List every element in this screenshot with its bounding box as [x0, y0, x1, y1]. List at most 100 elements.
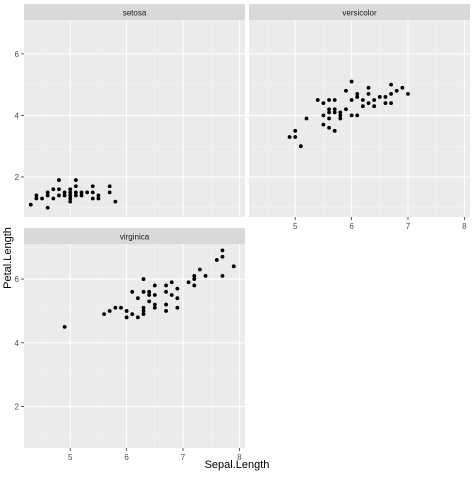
data-point: [102, 312, 106, 317]
data-point: [73, 193, 78, 198]
x-tick-label: 6: [124, 453, 129, 462]
data-point: [34, 196, 39, 201]
data-point: [147, 289, 152, 294]
data-point: [85, 190, 90, 195]
x-tick-label: 5: [293, 222, 298, 231]
facet-panel-virginica: virginica 2 4 6 5 6 7 8: [15, 228, 245, 462]
data-point: [73, 184, 78, 189]
data-point: [321, 101, 326, 106]
data-point: [327, 116, 331, 121]
y-axis-title: Petal.Length: [2, 227, 14, 289]
data-point: [96, 193, 101, 198]
data-point: [293, 128, 298, 133]
data-point: [372, 98, 377, 102]
facet-strip: [249, 4, 470, 20]
data-point: [141, 289, 146, 294]
facet-strip-label: virginica: [120, 233, 150, 242]
data-point: [45, 193, 50, 198]
data-point: [152, 305, 157, 310]
panel-background: [249, 20, 470, 217]
facet-strip: [24, 4, 245, 20]
data-point: [169, 280, 174, 285]
data-point: [360, 104, 365, 109]
data-point: [169, 293, 174, 297]
data-point: [51, 196, 56, 201]
data-point: [164, 283, 168, 288]
data-point: [147, 299, 152, 304]
data-point: [332, 107, 337, 112]
data-point: [141, 309, 146, 313]
data-point: [51, 187, 56, 192]
facet-strip-label: setosa: [123, 9, 147, 18]
y-tick-label: 4: [15, 339, 20, 348]
data-point: [107, 184, 112, 189]
data-point: [203, 273, 208, 278]
data-point: [214, 258, 219, 262]
data-point: [62, 193, 67, 198]
data-point: [135, 296, 140, 301]
facet-strip-label: versicolor: [342, 9, 377, 18]
data-point: [366, 101, 371, 106]
data-point: [355, 113, 360, 118]
data-point: [293, 135, 298, 139]
data-point: [68, 193, 73, 198]
data-point: [90, 184, 95, 189]
data-point: [332, 128, 337, 133]
data-point: [192, 283, 197, 288]
data-point: [175, 286, 180, 291]
data-point: [389, 82, 393, 87]
data-point: [90, 190, 95, 195]
data-point: [406, 91, 410, 96]
data-point: [141, 305, 146, 310]
x-tick-label: 8: [462, 222, 467, 231]
x-tick-label: 8: [237, 453, 242, 462]
data-point: [141, 312, 146, 317]
data-point: [349, 79, 354, 84]
data-point: [141, 277, 146, 281]
data-point: [130, 289, 135, 294]
facet-panel-versicolor: versicolor 5 6 7 8: [249, 4, 470, 231]
data-point: [152, 302, 157, 307]
data-point: [327, 125, 331, 130]
data-point: [355, 95, 360, 99]
data-point: [327, 107, 331, 112]
data-point: [383, 101, 388, 106]
data-point: [96, 196, 101, 201]
data-point: [28, 202, 33, 207]
data-point: [34, 193, 39, 198]
data-point: [344, 88, 348, 93]
data-point: [79, 193, 84, 198]
data-point: [130, 312, 135, 317]
data-point: [321, 122, 326, 127]
data-point: [377, 95, 382, 99]
data-point: [332, 110, 337, 115]
data-point: [321, 113, 326, 118]
data-point: [147, 293, 152, 297]
data-point: [220, 248, 225, 253]
data-point: [68, 196, 73, 201]
data-point: [90, 196, 95, 201]
data-point: [164, 289, 168, 294]
data-point: [164, 302, 168, 307]
data-point: [192, 273, 197, 278]
data-point: [124, 315, 129, 320]
data-point: [62, 190, 67, 195]
data-point: [315, 98, 320, 102]
panel-background: [24, 244, 245, 448]
data-point: [394, 88, 399, 93]
data-point: [366, 91, 371, 96]
facet-strip: [24, 228, 245, 244]
data-point: [73, 190, 78, 195]
x-tick-label: 5: [68, 453, 73, 462]
data-point: [192, 277, 197, 281]
data-point: [298, 144, 303, 149]
data-point: [372, 104, 377, 109]
data-point: [197, 267, 202, 272]
data-point: [45, 205, 50, 210]
data-point: [79, 190, 84, 195]
x-tick-label: 7: [406, 222, 411, 231]
data-point: [113, 199, 118, 204]
data-point: [68, 190, 73, 195]
